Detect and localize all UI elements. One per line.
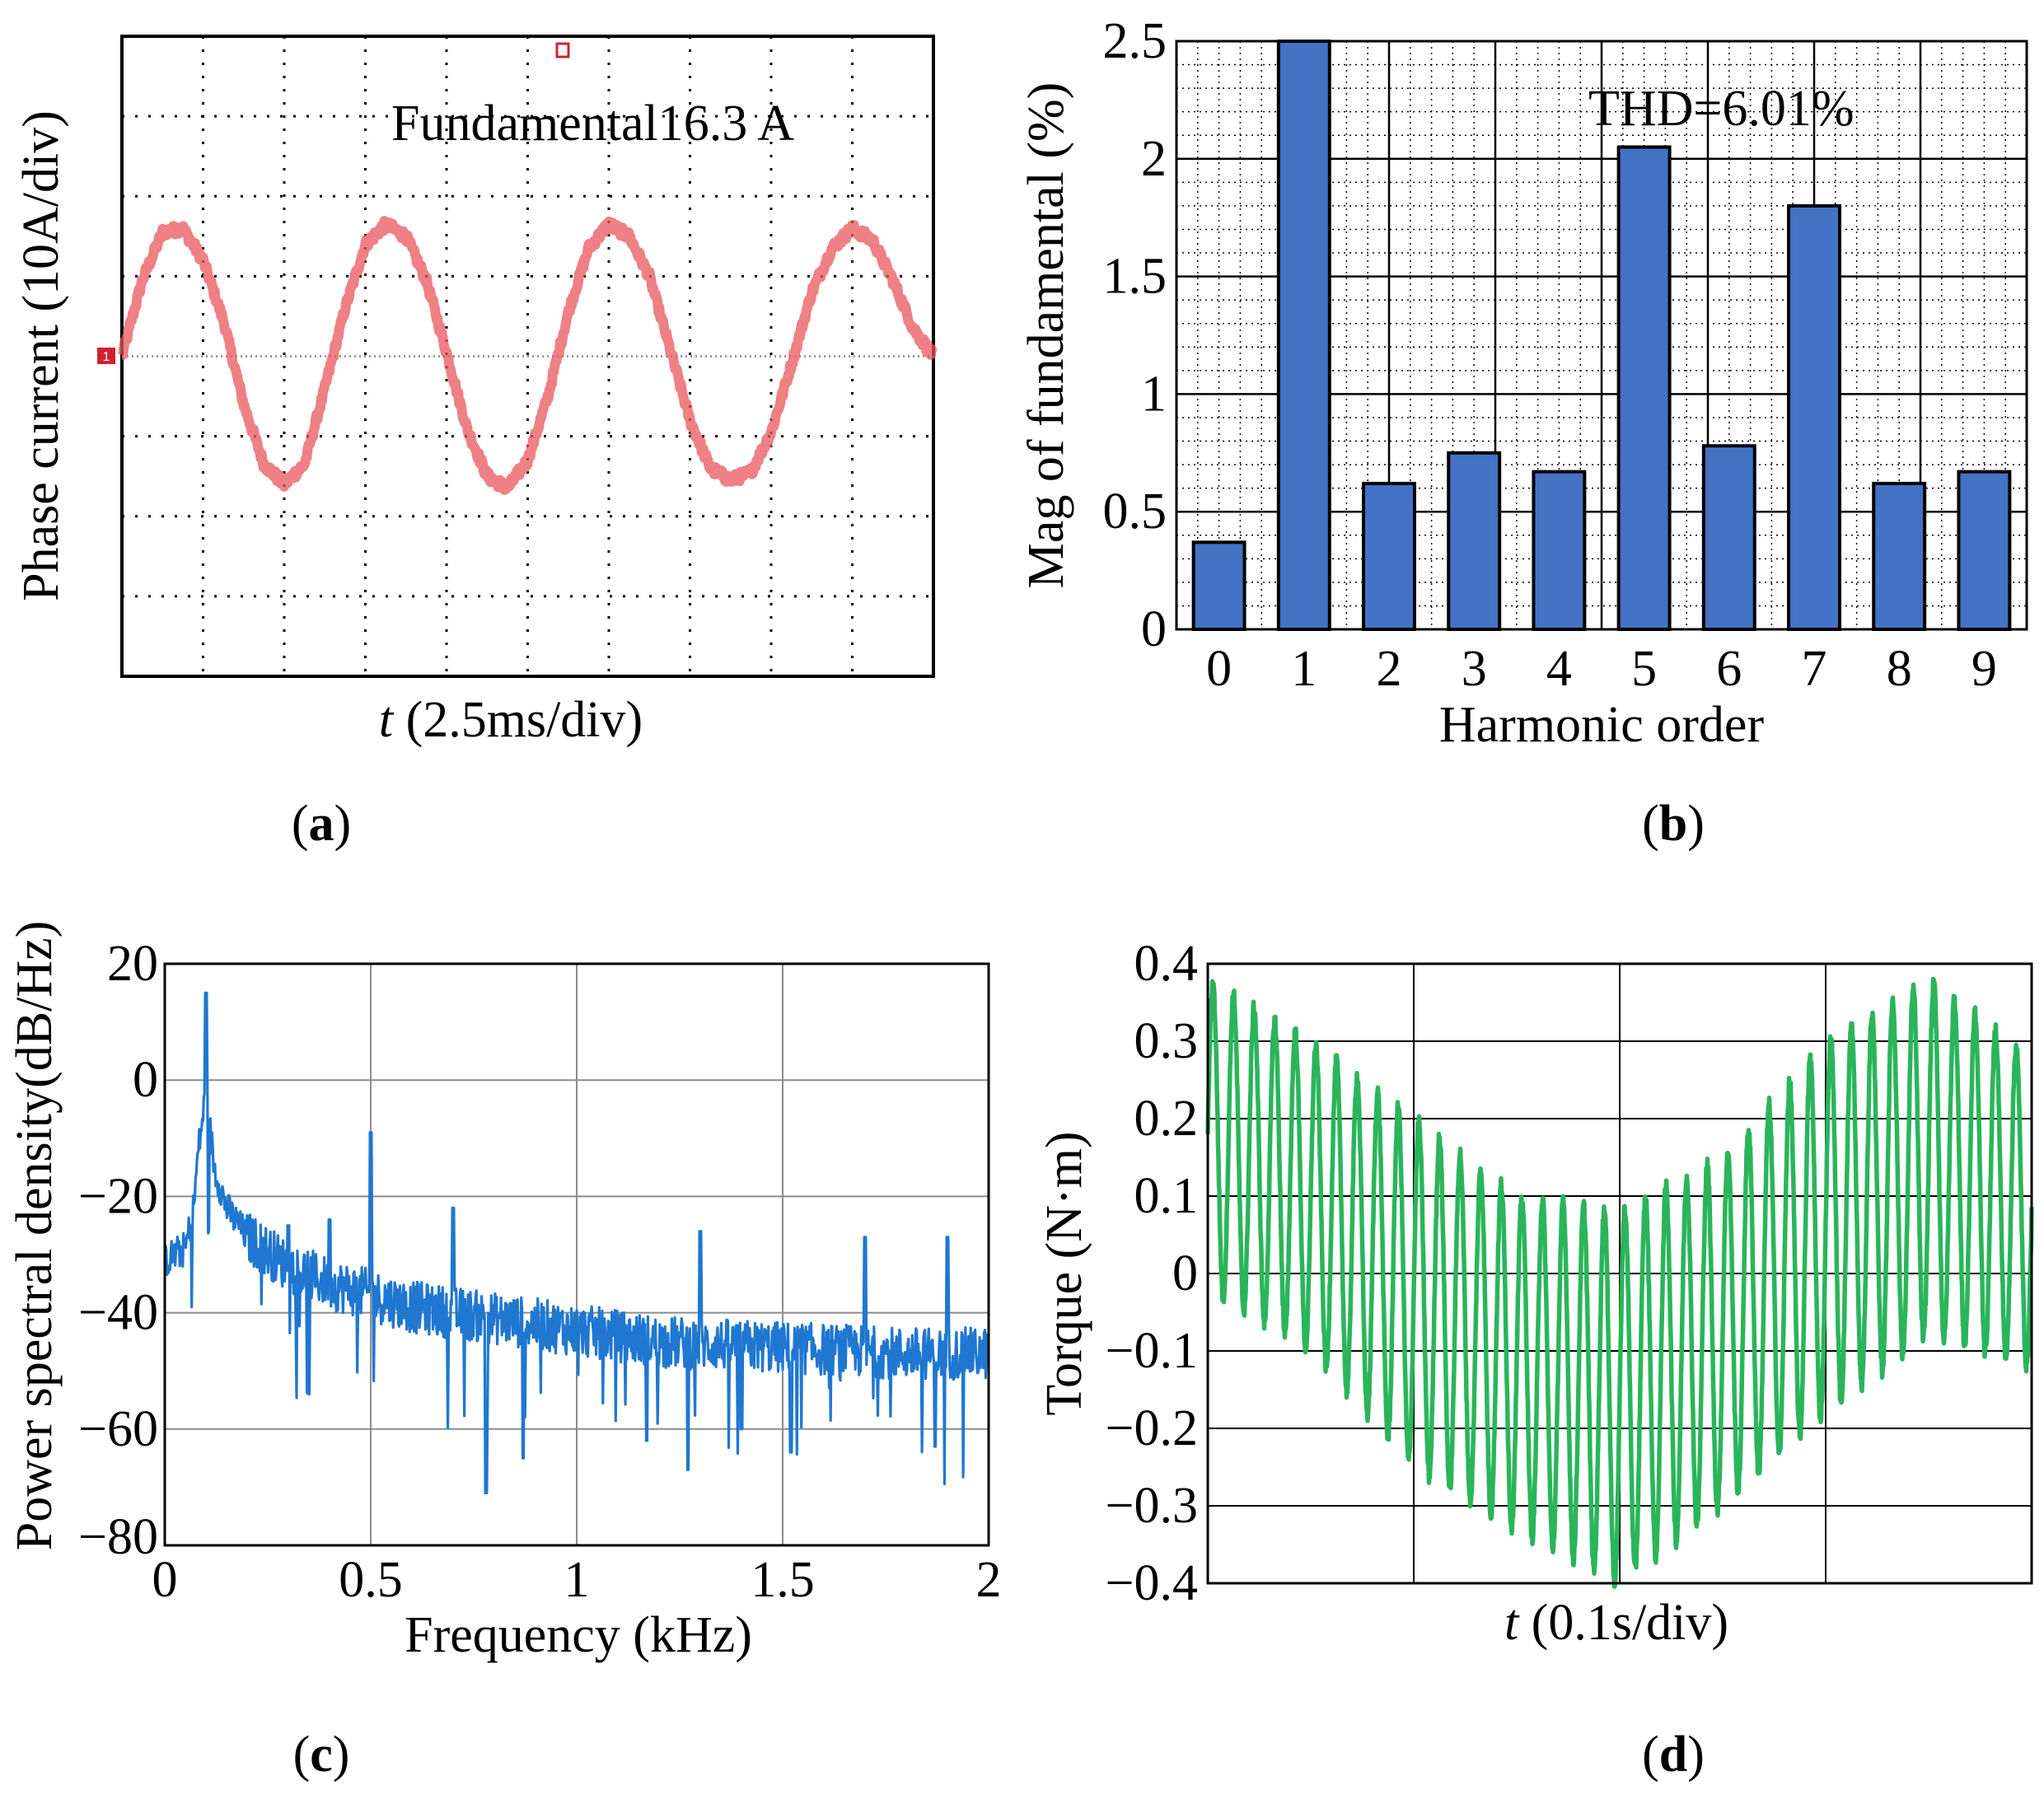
b-ytick-label: 2 bbox=[1141, 131, 1167, 187]
b-xtick-label: 1 bbox=[1291, 641, 1317, 697]
d-ytick-label: 0.2 bbox=[1134, 1091, 1199, 1147]
c-xtick-label: 0 bbox=[152, 1552, 178, 1608]
d-ytick-label: −0.1 bbox=[1106, 1323, 1198, 1379]
b-ytick-label: 0.5 bbox=[1103, 484, 1167, 540]
panel-a-annotation: Fundamental16.3 A bbox=[391, 96, 794, 152]
panel-c-tag: (c) bbox=[293, 1727, 350, 1783]
panel-d-torque-trace bbox=[1205, 976, 2034, 1589]
panel-d-tag: (d) bbox=[1642, 1727, 1705, 1783]
c-xtick-label: 0.5 bbox=[339, 1552, 403, 1608]
panel-b-ylabel: Mag of fundamental (%) bbox=[1018, 82, 1074, 589]
c-ytick-label: −40 bbox=[78, 1285, 158, 1341]
b-ytick-label: 1.5 bbox=[1103, 249, 1167, 305]
d-ytick-label: −0.4 bbox=[1106, 1555, 1198, 1611]
panel-b-xlabel: Harmonic order bbox=[1439, 697, 1765, 753]
panel-b-tag: (b) bbox=[1642, 796, 1705, 852]
b-bar bbox=[1191, 540, 1247, 631]
b-bar bbox=[1701, 444, 1756, 631]
panel-c-xtick-labels: 0 0.5 1 1.5 2 bbox=[152, 1552, 1002, 1608]
panel-c-psd-trace bbox=[163, 991, 990, 1495]
b-bar bbox=[1276, 40, 1331, 631]
trigger-marker bbox=[555, 42, 570, 58]
b-xtick-label: 6 bbox=[1716, 641, 1742, 697]
c-ytick-label: −60 bbox=[78, 1401, 158, 1457]
panel-b-annotation: THD=6.01% bbox=[1588, 81, 1855, 137]
panel-a-oscilloscope: 1 Fundamental16.3 A Phase current (10A/d… bbox=[13, 35, 938, 852]
panel-c-ytick-labels: −80 −60 −40 −20 0 20 bbox=[78, 936, 158, 1565]
b-xtick-label: 4 bbox=[1546, 641, 1572, 697]
panel-a-grid bbox=[122, 36, 933, 676]
panel-b-harmonic-spectrum: 0 0.5 1 1.5 2 2.5 0 1 2 3 4 5 6 7 8 9 THD=6.01% Harmon… bbox=[1018, 13, 2028, 852]
c-ytick-label: −80 bbox=[78, 1509, 158, 1565]
c-ytick-label: 20 bbox=[107, 936, 158, 992]
d-ytick-label: 0.4 bbox=[1134, 936, 1199, 992]
channel-1-label: 1 bbox=[103, 350, 110, 364]
c-ytick-label: −20 bbox=[78, 1168, 158, 1224]
panel-c-psd: −80 −60 −40 −20 0 20 0 0.5 1 1.5 2 Frequency (kHz… bbox=[7, 921, 1002, 1783]
panel-d-frame bbox=[1206, 962, 2033, 1585]
c-xtick-label: 1 bbox=[564, 1552, 590, 1608]
b-bar bbox=[1957, 470, 2012, 632]
b-bar bbox=[1787, 203, 1841, 632]
d-ytick-label: −0.3 bbox=[1106, 1478, 1198, 1534]
panel-d-ylabel: Torque (N·m) bbox=[1036, 1131, 1092, 1415]
b-ytick-label: 2.5 bbox=[1103, 13, 1167, 69]
panel-a-tag: (a) bbox=[292, 796, 351, 852]
d-ytick-label: 0 bbox=[1172, 1246, 1198, 1302]
c-ytick-label: 0 bbox=[133, 1052, 158, 1108]
panel-b-ytick-labels: 0 0.5 1 1.5 2 2.5 bbox=[1103, 13, 1167, 657]
c-xtick-label: 1.5 bbox=[751, 1552, 815, 1608]
b-bar bbox=[1532, 470, 1587, 632]
channel-1-marker bbox=[97, 348, 115, 364]
d-ytick-label: 0.3 bbox=[1134, 1013, 1199, 1069]
b-bar bbox=[1447, 451, 1502, 631]
panel-d-torque: −0.4 −0.3 −0.2 −0.1 0 0.1 0.2 0.3 0.4 t (0.1s/di… bbox=[1036, 936, 2034, 1783]
b-xtick-label: 0 bbox=[1206, 641, 1232, 697]
panel-c-xlabel: Frequency (kHz) bbox=[405, 1607, 752, 1663]
panel-b-xtick-labels: 0 1 2 3 4 5 6 7 8 9 bbox=[1206, 641, 1997, 697]
b-xtick-label: 9 bbox=[1972, 641, 1997, 697]
b-ytick-label: 0 bbox=[1141, 601, 1167, 657]
b-bar bbox=[1872, 481, 1927, 631]
b-xtick-label: 7 bbox=[1802, 641, 1827, 697]
b-bar bbox=[1362, 481, 1416, 631]
panel-b-frame bbox=[1175, 40, 2028, 631]
panel-d-ytick-labels: −0.4 −0.3 −0.2 −0.1 0 0.1 0.2 0.3 0.4 bbox=[1106, 936, 1198, 1611]
panel-d-xlabel: t (0.1s/div) bbox=[1504, 1595, 1728, 1651]
b-xtick-label: 3 bbox=[1462, 641, 1487, 697]
b-xtick-label: 8 bbox=[1887, 641, 1912, 697]
panel-a-current-trace bbox=[118, 216, 938, 495]
b-xtick-label: 2 bbox=[1377, 641, 1402, 697]
d-ytick-label: 0.1 bbox=[1134, 1168, 1199, 1224]
b-bar bbox=[1616, 145, 1672, 631]
panel-a-ylabel: Phase current (10A/div) bbox=[13, 110, 69, 601]
d-ytick-label: −0.2 bbox=[1106, 1400, 1198, 1456]
panel-a-xlabel: t (2.5ms/div) bbox=[379, 692, 643, 748]
panel-c-ylabel: Power spectral density(dB/Hz) bbox=[7, 921, 63, 1550]
b-xtick-label: 5 bbox=[1631, 641, 1657, 697]
panel-c-frame bbox=[163, 962, 990, 1547]
c-xtick-label: 2 bbox=[976, 1552, 1002, 1608]
b-ytick-label: 1 bbox=[1141, 366, 1167, 422]
